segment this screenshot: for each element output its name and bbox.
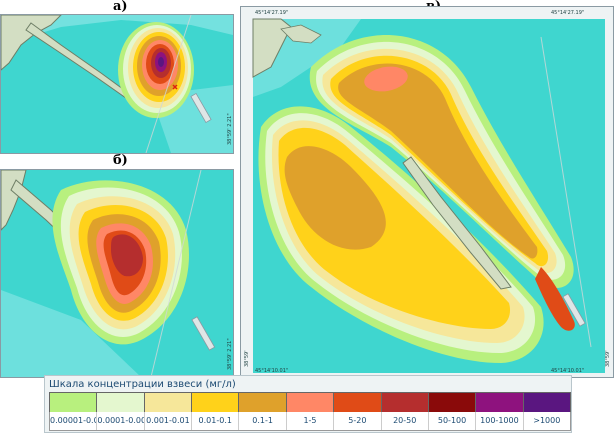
plume-contours-c-north: [309, 34, 574, 288]
panel-c-coord-right: 38°59': [605, 350, 611, 367]
panel-c-coord-left: 38°59': [244, 350, 250, 367]
legend-swatch: [286, 393, 335, 413]
legend-label: 0.001-0.01: [145, 412, 193, 430]
legend-label: 0.01-0.1: [192, 412, 240, 430]
concentration-legend: Шкала концентрации взвеси (мг/л) 0.00001…: [44, 375, 572, 433]
panel-c-coord-top-right: 45°14'27.19": [551, 10, 585, 16]
legend-swatch: [523, 393, 570, 413]
panel-b-coord: 38°59' 2.21": [227, 338, 233, 370]
plume-contours-b: [52, 180, 190, 345]
legend-label: 0.00001-0.0001: [50, 412, 98, 430]
plume-map-a: [1, 15, 233, 153]
map-panel-b: 38°59' 2.21": [0, 169, 234, 378]
legend-label: 20-50: [382, 412, 429, 430]
legend-swatch: [428, 393, 477, 413]
legend-label: 100-1000: [476, 412, 524, 430]
plume-contours-c-south: [258, 106, 575, 364]
legend-label: 1-5: [287, 412, 335, 430]
legend-title: Шкала концентрации взвеси (мг/л): [49, 379, 236, 390]
legend-swatch: [334, 393, 382, 413]
panel-a-coord: 38°59' 2.21": [227, 113, 233, 145]
legend-label: 5-20: [334, 412, 382, 430]
legend-label: 0.0001-0.001: [97, 412, 145, 430]
legend-swatch: [50, 393, 98, 413]
map-panel-a: 38°59' 2.21": [0, 14, 234, 154]
legend-label: 0.1-1: [239, 412, 287, 430]
source-marker-a: [172, 84, 178, 90]
panel-b-label: б): [113, 153, 128, 168]
plume-contours-a: [118, 22, 194, 118]
panel-c-coord-bottom-right: 45°14'10.01": [551, 368, 585, 374]
panel-a-label: а): [113, 0, 128, 14]
plume-map-c: [241, 7, 613, 377]
legend-swatch: [476, 393, 524, 413]
panel-c-coord-bottom-left: 45°14'10.01": [255, 368, 289, 374]
coast-land-a: [1, 15, 62, 71]
coast-land-c: [252, 18, 292, 78]
legend-labels: 0.00001-0.0001 0.0001-0.001 0.001-0.01 0…: [49, 412, 571, 431]
legend-label: >1000: [533, 416, 561, 425]
map-panel-c: 45°14'27.19" 45°14'27.19" 45°14'10.01" 4…: [240, 6, 614, 378]
legend-swatch: [97, 393, 145, 413]
spit-land-c: [402, 156, 512, 290]
legend-swatch: [239, 393, 287, 413]
legend-swatch: [381, 393, 429, 413]
plume-map-b: [1, 170, 233, 377]
legend-label: 50-100: [429, 412, 477, 430]
panel-c-coord-top-left: 45°14'27.19": [255, 10, 289, 16]
legend-swatch: [192, 393, 240, 413]
legend-swatches: [49, 392, 571, 414]
legend-swatch: [144, 393, 193, 413]
